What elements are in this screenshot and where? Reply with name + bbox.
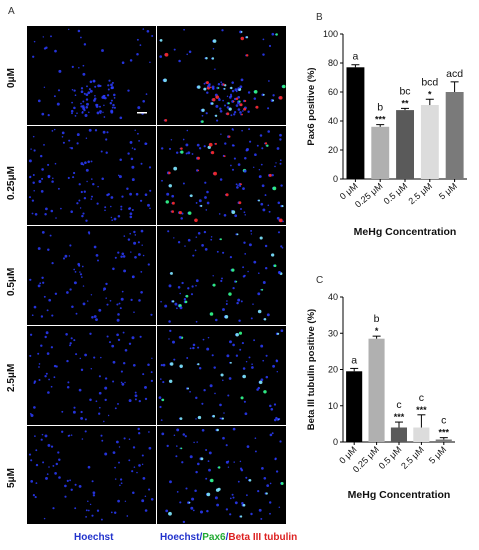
scale-bar [137, 112, 147, 114]
row-label-2-5uM: 2.5μM [6, 363, 17, 392]
caption-part-0: Hoechst [160, 532, 200, 543]
row-label-0-25uM: 0.25μM [6, 166, 17, 200]
bar [435, 439, 452, 442]
x-tick-label: 2.5 μM [406, 181, 434, 206]
y-tick-label: 10 [328, 401, 338, 411]
x-tick-label: 0.5 μM [377, 444, 404, 471]
y-tick-label: 30 [328, 328, 338, 338]
micro-cell-r0-c1 [157, 26, 286, 125]
y-axis-label: Beta III tubulin positive (%) [306, 309, 317, 430]
bar [396, 110, 414, 179]
panel-letter-c: C [316, 275, 324, 286]
micro-cell-r1-c0 [27, 126, 156, 225]
x-tick-label: 0.25 μM [353, 181, 384, 210]
row-label-0-5uM: 0.5μM [6, 267, 17, 296]
x-tick-label: 0.5 μM [382, 181, 410, 206]
y-tick-label: 20 [328, 145, 338, 155]
micro-cell-r4-c1 [157, 426, 286, 524]
caption-merged-channels: Hoechst/Pax6/Beta III tubulin [160, 532, 297, 543]
row-label-0uM: 0μM [6, 67, 17, 88]
x-axis-label: MeHg Concentration [348, 489, 451, 501]
group-letter: bcd [421, 76, 438, 88]
bar [346, 371, 363, 442]
bar [420, 105, 439, 179]
y-tick-label: 40 [328, 292, 338, 302]
group-letter: a [351, 354, 357, 366]
y-tick-label: 60 [328, 87, 338, 97]
panel-letter-a: A [8, 6, 15, 17]
micro-cell-r3-c0 [27, 326, 156, 425]
bar [368, 338, 385, 442]
micro-cell-r2-c0 [27, 226, 156, 325]
row-label-5uM: 5μM [6, 467, 17, 488]
bar [346, 67, 365, 179]
group-letter: a [352, 51, 358, 63]
micro-cell-r1-c1 [157, 126, 286, 225]
x-tick-label: 2.5 μM [399, 444, 426, 471]
micro-cell-r0-c0 [27, 26, 156, 125]
bar [390, 427, 407, 442]
y-tick-label: 40 [328, 116, 338, 126]
x-tick-label: 5 μM [427, 444, 448, 465]
micro-cell-r2-c1 [157, 226, 286, 325]
y-tick-label: 80 [328, 58, 338, 68]
caption-part-4: Beta III tubulin [228, 532, 298, 543]
group-letter: c [419, 392, 424, 404]
y-tick-label: 0 [333, 437, 338, 447]
group-letter: b [374, 313, 380, 325]
significance-stars: *** [416, 405, 427, 415]
x-axis-label: MeHg Concentration [354, 226, 457, 238]
caption-part-2: Pax6 [202, 532, 226, 543]
significance-stars: *** [439, 428, 450, 438]
caption-part-3: / [225, 532, 229, 543]
group-letter: bc [399, 85, 410, 97]
significance-stars: ** [401, 98, 409, 108]
x-tick-label: 5 μM [437, 181, 459, 202]
micro-cell-r3-c1 [157, 326, 286, 425]
bar [445, 92, 464, 179]
caption-part-1: / [199, 532, 203, 543]
y-tick-label: 100 [323, 29, 338, 39]
significance-stars: *** [375, 115, 386, 125]
y-tick-label: 0 [333, 174, 338, 184]
group-letter: acd [446, 68, 463, 80]
group-letter: b [377, 102, 383, 114]
chart-beta3-tubulin-positive: Beta III tubulin positive (%) 0 10 20 30 40 a 0… [306, 292, 455, 501]
group-letter: c [396, 399, 401, 411]
microscopy-image-grid [27, 26, 287, 524]
bar [371, 126, 390, 179]
significance-stars: * [375, 326, 379, 336]
caption-hoechst: Hoechst [74, 532, 114, 543]
panel-letter-b: B [316, 12, 323, 23]
y-axis-label: Pax6 positive (%) [306, 67, 317, 145]
y-tick-label: 20 [328, 365, 338, 375]
micro-cell-r4-c0 [27, 426, 156, 524]
significance-stars: *** [394, 412, 405, 422]
bar [413, 427, 430, 442]
significance-stars: * [428, 89, 432, 99]
group-letter: c [441, 415, 446, 427]
